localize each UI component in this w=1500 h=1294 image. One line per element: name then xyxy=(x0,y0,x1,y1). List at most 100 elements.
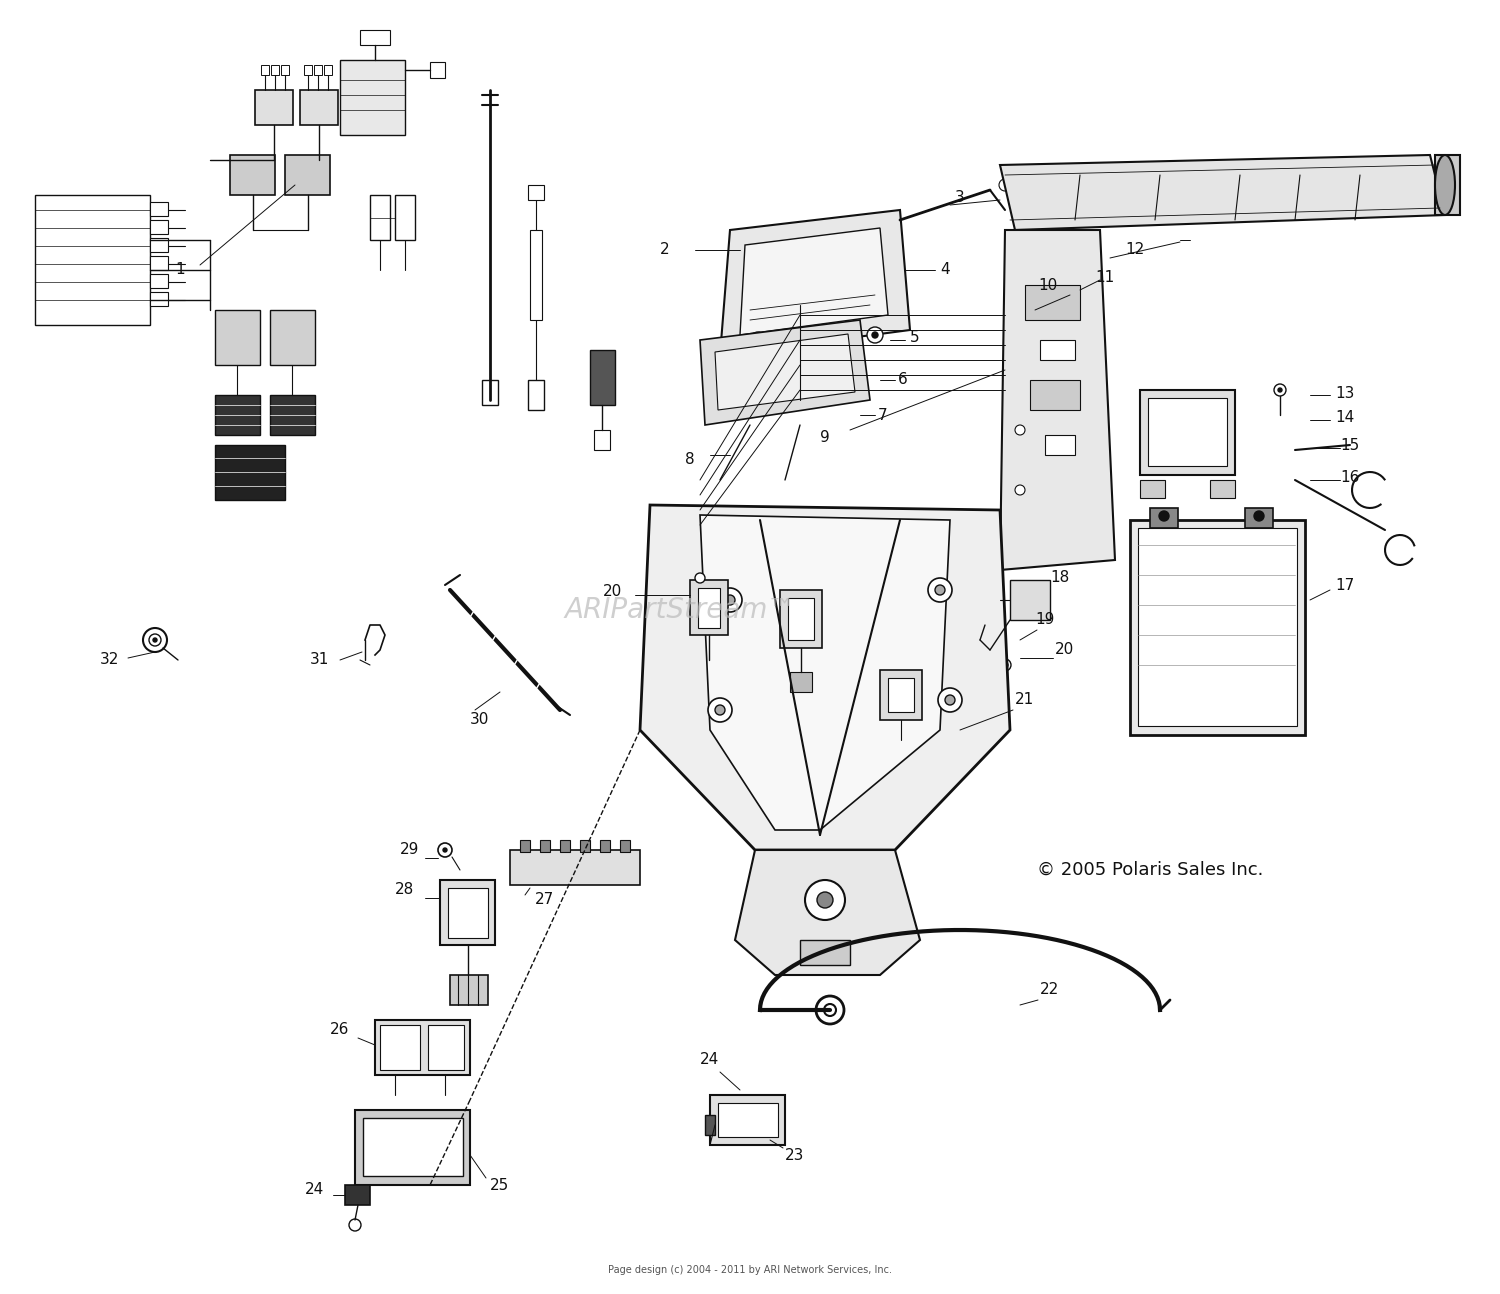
Circle shape xyxy=(1254,511,1264,521)
Bar xyxy=(440,880,495,945)
Circle shape xyxy=(708,697,732,722)
Text: 29: 29 xyxy=(400,842,420,858)
Bar xyxy=(304,65,312,75)
Text: 26: 26 xyxy=(330,1022,350,1038)
Bar xyxy=(1140,480,1166,498)
Polygon shape xyxy=(700,320,870,424)
Circle shape xyxy=(716,705,724,716)
Bar xyxy=(1024,285,1080,320)
Circle shape xyxy=(350,1219,361,1231)
Text: 16: 16 xyxy=(1340,471,1359,485)
Circle shape xyxy=(999,179,1011,192)
Bar xyxy=(230,155,274,195)
Bar xyxy=(363,1118,464,1176)
Text: 20: 20 xyxy=(603,585,622,599)
Text: © 2005 Polaris Sales Inc.: © 2005 Polaris Sales Inc. xyxy=(1036,861,1263,879)
Text: 13: 13 xyxy=(1335,386,1354,401)
Bar xyxy=(394,195,416,239)
Bar xyxy=(1148,399,1227,466)
Text: 31: 31 xyxy=(310,652,330,668)
Bar xyxy=(718,1102,778,1137)
Text: 18: 18 xyxy=(1050,571,1070,585)
Bar xyxy=(1030,380,1080,410)
Circle shape xyxy=(1274,384,1286,396)
Bar xyxy=(427,1025,464,1070)
Bar xyxy=(150,292,168,305)
Bar xyxy=(380,1025,420,1070)
Text: 4: 4 xyxy=(940,263,950,277)
Text: 24: 24 xyxy=(304,1183,324,1197)
Bar xyxy=(360,30,390,45)
Text: 15: 15 xyxy=(1340,437,1359,453)
Bar xyxy=(705,1115,716,1135)
Bar xyxy=(482,380,498,405)
Bar xyxy=(780,590,822,648)
Bar xyxy=(280,65,290,75)
Text: 7: 7 xyxy=(878,408,888,423)
Bar xyxy=(150,220,168,234)
Bar xyxy=(530,230,542,320)
Bar xyxy=(214,311,260,365)
Polygon shape xyxy=(716,334,855,410)
Circle shape xyxy=(1160,511,1168,521)
Text: 27: 27 xyxy=(536,893,555,907)
Text: 32: 32 xyxy=(100,652,120,668)
Bar xyxy=(324,65,332,75)
Circle shape xyxy=(724,595,735,606)
Bar xyxy=(430,62,445,78)
Text: 19: 19 xyxy=(1035,612,1054,628)
Bar xyxy=(150,274,168,289)
Bar xyxy=(1046,435,1076,455)
Circle shape xyxy=(806,880,844,920)
Bar xyxy=(272,65,279,75)
Text: 8: 8 xyxy=(686,453,694,467)
Bar xyxy=(528,185,544,201)
Bar xyxy=(150,202,168,216)
Bar xyxy=(620,840,630,851)
Text: 22: 22 xyxy=(1040,982,1059,998)
Circle shape xyxy=(148,634,160,646)
Bar xyxy=(528,380,544,410)
Bar xyxy=(590,349,615,405)
Bar xyxy=(450,974,488,1005)
Text: 17: 17 xyxy=(1335,577,1354,593)
Text: 9: 9 xyxy=(821,431,830,445)
Text: 3: 3 xyxy=(956,190,964,206)
Bar xyxy=(540,840,550,851)
Circle shape xyxy=(754,336,760,343)
Ellipse shape xyxy=(1436,155,1455,215)
Bar xyxy=(690,580,728,635)
Bar xyxy=(790,672,812,692)
Bar xyxy=(150,256,168,270)
Text: 10: 10 xyxy=(1038,277,1058,292)
Bar xyxy=(214,395,260,435)
Circle shape xyxy=(694,573,705,584)
Bar xyxy=(255,91,292,126)
Bar xyxy=(270,311,315,365)
Circle shape xyxy=(945,695,956,705)
Circle shape xyxy=(938,688,962,712)
Bar xyxy=(600,840,610,851)
Bar xyxy=(710,1095,785,1145)
Bar xyxy=(448,888,488,938)
Circle shape xyxy=(142,628,166,652)
Bar xyxy=(594,430,610,450)
Bar xyxy=(1245,509,1274,528)
Polygon shape xyxy=(740,228,888,335)
Text: 20: 20 xyxy=(1054,643,1074,657)
Bar xyxy=(1210,480,1234,498)
Circle shape xyxy=(153,638,158,642)
Text: Page design (c) 2004 - 2011 by ARI Network Services, Inc.: Page design (c) 2004 - 2011 by ARI Netwo… xyxy=(608,1266,892,1275)
Polygon shape xyxy=(735,850,920,974)
Bar xyxy=(270,395,315,435)
Bar xyxy=(1010,580,1050,620)
Bar xyxy=(800,939,850,965)
Polygon shape xyxy=(1000,230,1114,569)
Bar xyxy=(356,1110,470,1185)
Circle shape xyxy=(824,1004,836,1016)
Circle shape xyxy=(1278,388,1282,392)
Circle shape xyxy=(750,333,766,348)
Circle shape xyxy=(934,585,945,595)
Bar xyxy=(880,670,922,719)
Polygon shape xyxy=(700,515,950,829)
